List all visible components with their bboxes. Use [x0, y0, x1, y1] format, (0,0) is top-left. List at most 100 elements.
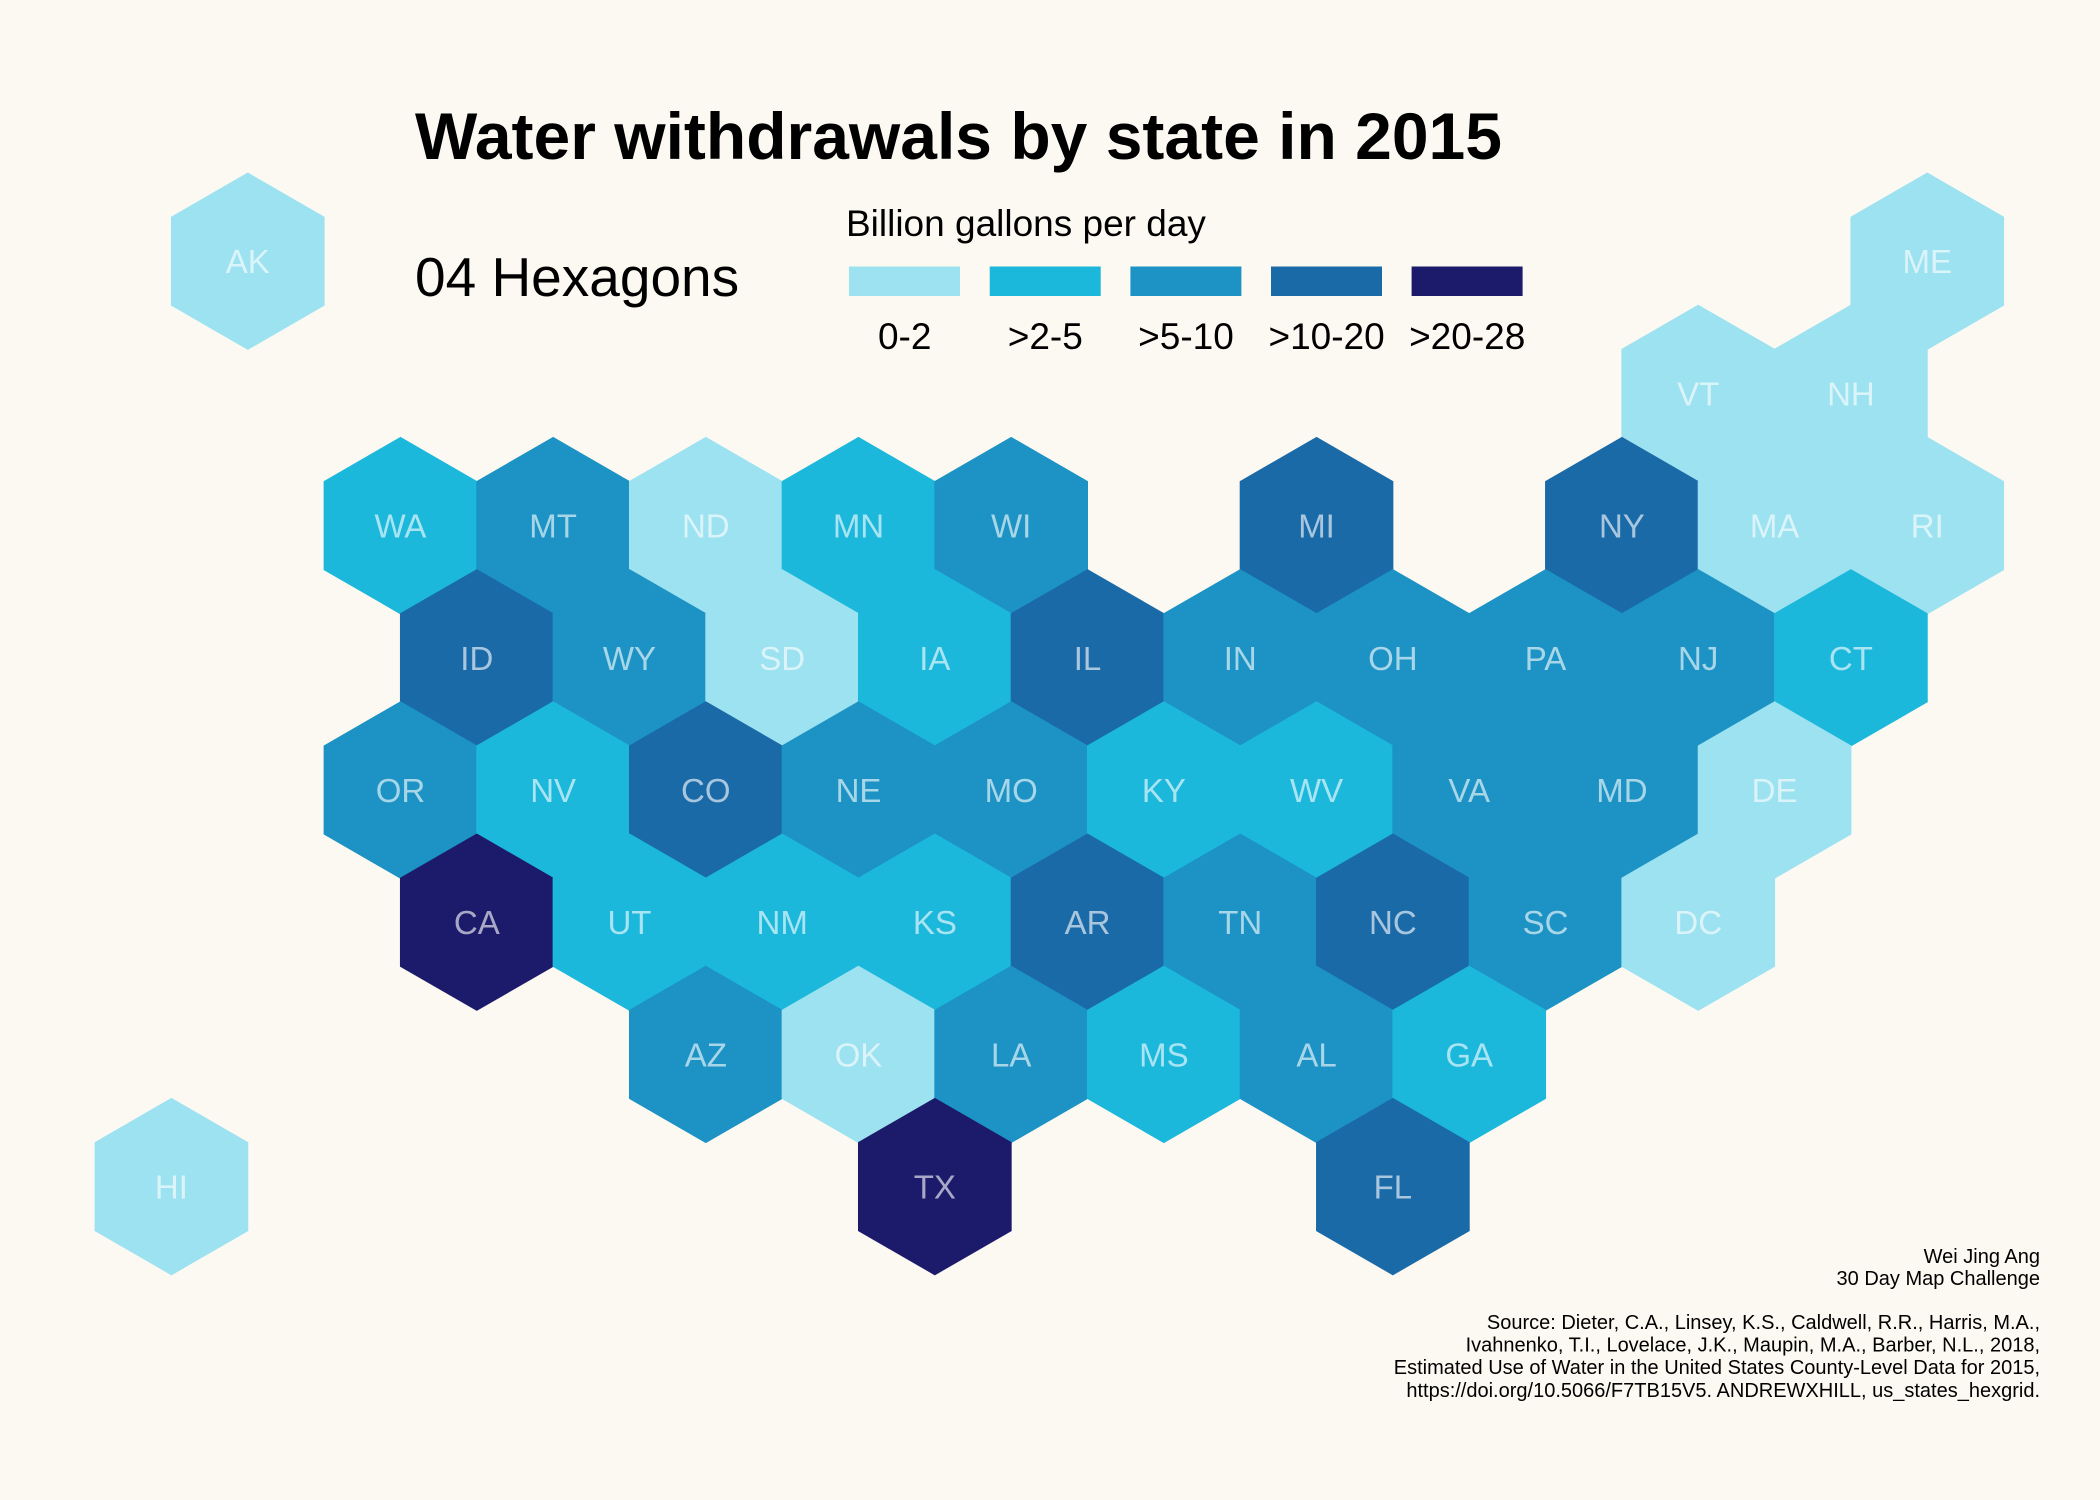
hex-ak: AK [170, 172, 325, 350]
hex-tn-label: TN [1218, 904, 1262, 941]
hex-ut: UT [552, 833, 707, 1011]
map-title: Water withdrawals by state in 2015 [415, 99, 1502, 173]
hex-or-label: OR [376, 772, 426, 809]
legend-label-2-5: >2-5 [1008, 316, 1083, 357]
legend-swatch-5-10 [1130, 266, 1242, 296]
hex-grid: AK ME VT NH WA MT ND MN WI MI NY MA RI ID WY SD IA IL IN OH… [94, 172, 2005, 1276]
hex-nv-label: NV [530, 772, 576, 809]
legend-swatch-0-2 [849, 266, 960, 296]
hex-ok-label: OK [835, 1036, 883, 1073]
hex-ia: IA [857, 569, 1012, 747]
hex-ms-label: MS [1139, 1036, 1189, 1073]
hex-sd-label: SD [759, 640, 805, 677]
hex-ga-label: GA [1445, 1036, 1493, 1073]
hex-me: ME [1850, 172, 2005, 350]
hex-va: VA [1392, 701, 1547, 879]
legend-label-10-20: >10-20 [1268, 316, 1384, 357]
hex-la-label: LA [991, 1036, 1031, 1073]
hex-nc: NC [1316, 833, 1470, 1011]
hex-ca-label: CA [454, 904, 500, 941]
hex-tx-shape [857, 1097, 1012, 1276]
hex-wv-label: WV [1290, 772, 1343, 809]
hex-oh-label: OH [1368, 640, 1418, 677]
hex-ak-shape [170, 172, 325, 350]
hex-wy: WY [552, 569, 707, 747]
hex-dc-shape [1621, 833, 1776, 1011]
hex-ny-label: NY [1599, 508, 1645, 545]
hex-ia-label: IA [919, 640, 950, 677]
hex-nh: NH [1774, 304, 1928, 483]
hex-nj-label: NJ [1678, 640, 1718, 677]
hex-ks-label: KS [913, 904, 957, 941]
hex-tx-label: TX [914, 1169, 956, 1206]
hex-nm: NM [705, 833, 859, 1011]
hex-dc: DC [1621, 833, 1776, 1011]
hex-ct: CT [1774, 569, 1928, 747]
hex-fl-shape [1316, 1097, 1470, 1276]
hex-in-label: IN [1224, 640, 1257, 677]
hex-mt-label: MT [529, 508, 577, 545]
hex-vt-label: VT [1677, 375, 1719, 412]
credits: Wei Jing Ang 30 Day Map Challenge Source… [1394, 1246, 2040, 1402]
credit-source-line: Source: Dieter, C.A., Linsey, K.S., Cald… [1487, 1312, 2040, 1334]
hex-wy-label: WY [603, 640, 656, 677]
hex-de: DE [1697, 701, 1852, 879]
credit-source-line: https://doi.org/10.5066/F7TB15V5. ANDREW… [1406, 1380, 2040, 1402]
hex-md-label: MD [1596, 772, 1647, 809]
credit-source-line: Ivahnenko, T.I., Lovelace, J.K., Maupin,… [1466, 1335, 2040, 1357]
hex-pa: PA [1468, 569, 1623, 747]
hex-de-label: DE [1752, 772, 1798, 809]
hex-wv: WV [1239, 701, 1394, 879]
hex-az-label: AZ [685, 1036, 727, 1073]
hex-ar-label: AR [1065, 904, 1111, 941]
hex-wa-label: WA [374, 508, 426, 545]
hex-nd-label: ND [682, 508, 730, 545]
hex-wa: WA [323, 436, 478, 615]
map-subtitle: 04 Hexagons [415, 246, 739, 308]
hex-mi: MI [1239, 436, 1394, 615]
hex-oh: OH [1316, 569, 1470, 747]
hex-hi-shape [94, 1097, 249, 1276]
hex-al-label: AL [1296, 1036, 1336, 1073]
hex-tx: TX [857, 1097, 1012, 1276]
hex-in: IN [1163, 569, 1318, 747]
hex-id-label: ID [460, 640, 493, 677]
hex-sc-label: SC [1523, 904, 1569, 941]
hex-ak-label: AK [226, 243, 270, 280]
hex-az: AZ [628, 965, 783, 1144]
hex-fl-label: FL [1374, 1169, 1413, 1206]
hex-nj: NJ [1621, 569, 1776, 747]
legend-swatch-2-5 [989, 266, 1101, 296]
legend-swatch-20-28 [1411, 266, 1523, 296]
legend-label-5-10: >5-10 [1138, 316, 1234, 357]
legend-swatch-10-20 [1271, 266, 1382, 296]
hex-mn-label: MN [833, 508, 884, 545]
hex-nm-label: NM [756, 904, 807, 941]
hex-ne-label: NE [836, 772, 882, 809]
hex-pa-label: PA [1525, 640, 1567, 677]
legend: Billion gallons per day 0-2 >2-5 >5-10 >… [846, 203, 1525, 357]
credit-challenge: 30 Day Map Challenge [1837, 1268, 2040, 1290]
legend-title: Billion gallons per day [846, 203, 1206, 244]
hex-me-label: ME [1903, 243, 1953, 280]
hex-nc-label: NC [1369, 904, 1417, 941]
hex-ri-label: RI [1911, 508, 1944, 545]
hex-mt: MT [476, 436, 630, 615]
hex-va-label: VA [1448, 772, 1490, 809]
hex-co-label: CO [681, 772, 731, 809]
hex-ri: RI [1850, 436, 2005, 615]
credit-source-line: Estimated Use of Water in the United Sta… [1394, 1357, 2040, 1379]
hex-co: CO [628, 701, 783, 879]
hex-wi-label: WI [991, 508, 1031, 545]
hex-dc-label: DC [1674, 904, 1722, 941]
hex-nh-label: NH [1827, 375, 1875, 412]
hex-ca: CA [399, 833, 554, 1011]
hex-mo-label: MO [985, 772, 1038, 809]
hex-ky-label: KY [1142, 772, 1186, 809]
hex-ut-label: UT [607, 904, 651, 941]
hex-il-label: IL [1074, 640, 1102, 677]
hex-hi: HI [94, 1097, 249, 1276]
credit-author: Wei Jing Ang [1924, 1246, 2040, 1268]
hex-nd: ND [628, 436, 783, 615]
